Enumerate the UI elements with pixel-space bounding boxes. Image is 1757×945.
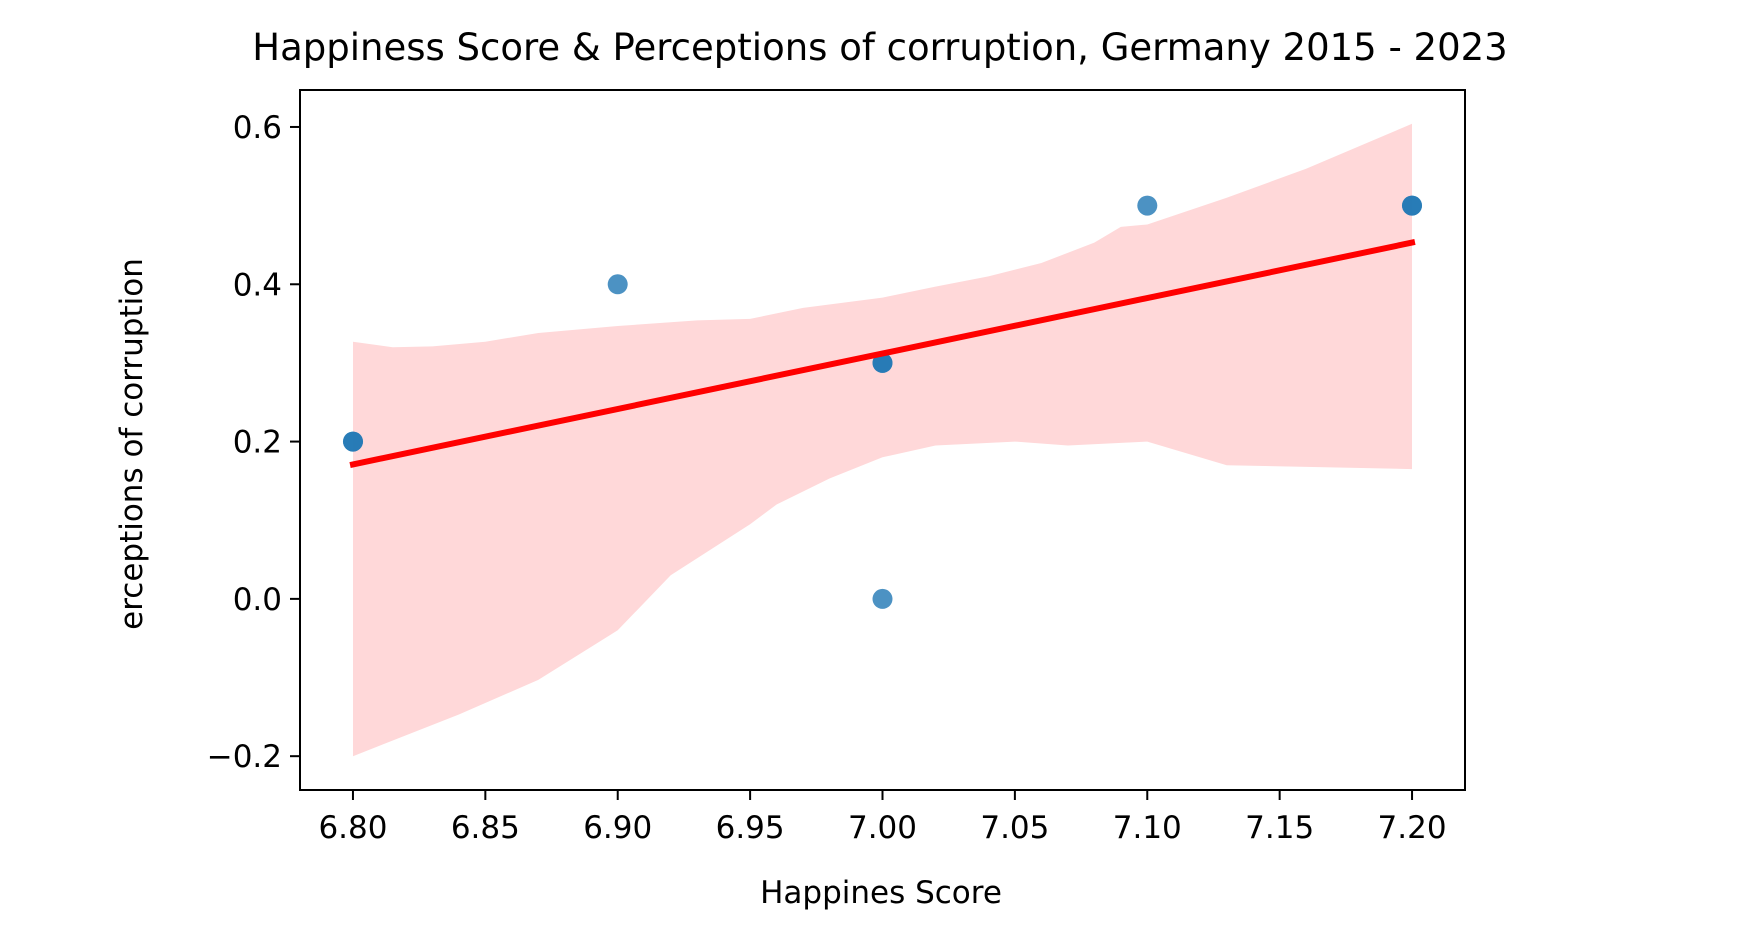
regression-line xyxy=(349,239,1416,468)
x-tick-label: 7.05 xyxy=(980,810,1049,846)
data-point xyxy=(872,352,893,373)
y-tick-label: 0.4 xyxy=(233,267,282,303)
y-tick-label: 0.6 xyxy=(233,110,282,146)
x-axis-label: Happines Score xyxy=(760,875,1002,911)
x-axis-ticks: 6.80 6.85 6.90 6.95 7.00 7.05 7.10 7.15 7.20 xyxy=(318,790,1447,846)
x-tick-label: 7.00 xyxy=(848,810,917,846)
data-point xyxy=(1137,195,1158,216)
y-tick-label: 0.0 xyxy=(233,582,282,618)
confidence-band-layer xyxy=(353,123,1412,757)
x-tick-label: 6.80 xyxy=(318,810,387,846)
data-point xyxy=(343,431,363,452)
confidence-band xyxy=(353,123,1412,757)
x-tick-label: 7.10 xyxy=(1113,810,1182,846)
y-axis-label: erceptions of corruption xyxy=(114,258,150,630)
regression-line-layer xyxy=(349,239,1416,468)
data-point xyxy=(872,588,893,609)
chart-title: Happiness Score & Perceptions of corrupt… xyxy=(252,26,1507,69)
x-tick-label: 7.15 xyxy=(1245,810,1314,846)
y-tick-label: −0.2 xyxy=(207,739,282,775)
y-axis-ticks: −0.2 0.0 0.2 0.4 0.6 xyxy=(207,110,300,775)
x-tick-label: 6.90 xyxy=(583,810,652,846)
data-points-layer xyxy=(343,195,1422,609)
x-tick-label: 6.85 xyxy=(451,810,520,846)
x-tick-label: 7.20 xyxy=(1378,810,1447,846)
data-point xyxy=(1402,195,1422,216)
data-point xyxy=(607,274,628,295)
y-tick-label: 0.2 xyxy=(233,425,282,461)
x-tick-label: 6.95 xyxy=(716,810,785,846)
